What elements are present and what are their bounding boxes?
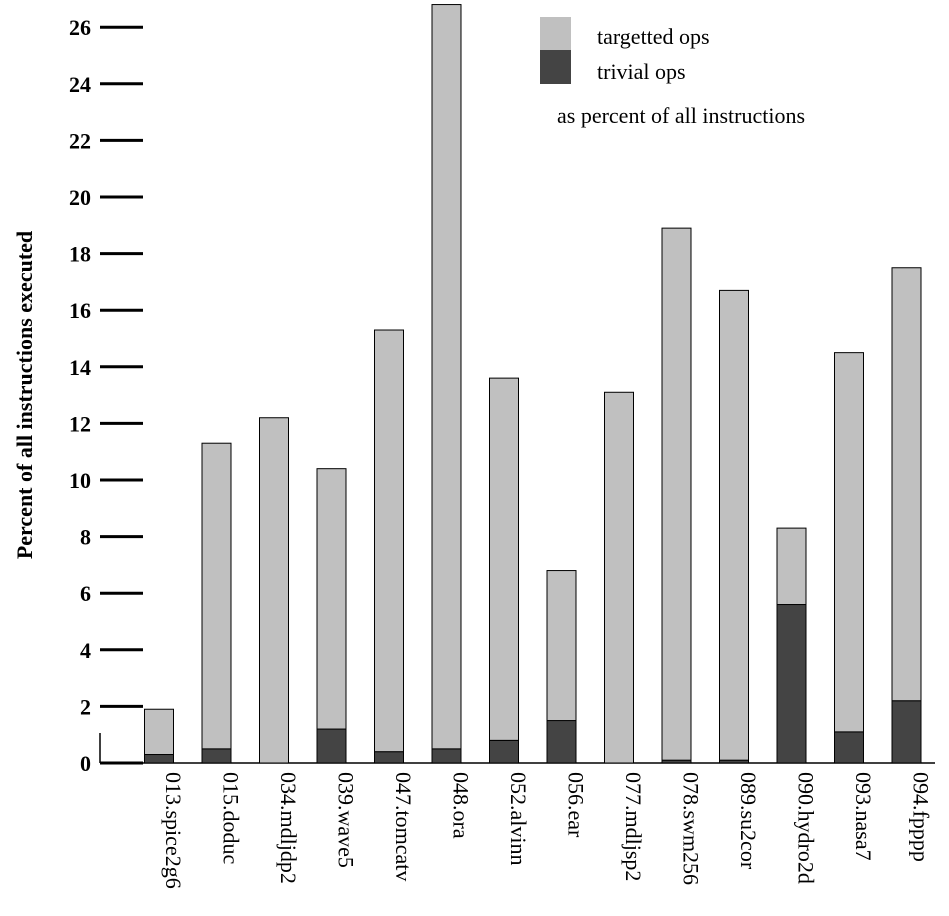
y-tick-label: 20 [69,185,91,210]
y-tick-label: 12 [69,411,91,436]
legend-note: as percent of all instructions [557,103,805,128]
y-tick-label: 10 [69,468,91,493]
bar-segment [489,377,519,741]
bar-segment [546,570,577,722]
bar-segment [891,267,922,702]
bar-segment [891,700,922,764]
x-tick-label: 093.nasa7 [851,772,876,861]
x-tick-label: 013.spice2g6 [161,772,186,889]
bar-segment [201,748,232,764]
y-tick-label: 8 [80,525,91,550]
bar-segment [201,442,232,750]
legend-swatch-targetted [540,17,571,50]
x-tick-label: 039.wave5 [334,772,359,868]
bar-segment [776,604,807,764]
y-tick-label: 26 [69,15,91,40]
y-tick-label: 6 [80,581,91,606]
bar-segment [374,329,404,753]
y-tick-label: 22 [69,128,91,153]
bar-segment [776,527,807,606]
x-tick-label: 052.alvinn [506,772,531,866]
bar-segment [834,731,864,764]
x-tick-label: 089.su2cor [736,772,761,870]
legend-label-targetted: targetted ops [597,24,710,49]
y-tick-label: 24 [69,72,91,97]
bar-segment [546,720,577,764]
x-tick-label: 056.ear [564,772,589,838]
bar-segment [431,748,462,764]
x-tick-label: 078.swm256 [679,772,704,885]
y-tick-label: 4 [80,638,91,663]
bar-segment [144,754,174,764]
x-tick-label: 090.hydro2d [794,772,819,884]
bars [144,4,922,764]
legend-label-trivial: trivial ops [597,59,686,84]
x-tick-label: 047.tomcatv [391,772,416,881]
bar-segment [144,708,174,756]
bar-segment [316,728,347,764]
x-tick-label: 048.ora [449,772,474,839]
y-tick-label: 18 [69,242,91,267]
bar-segment [604,391,634,764]
bar-segment [719,289,749,761]
legend: targetted ops trivial ops as percent of … [540,17,805,128]
x-tick-labels: 013.spice2g6 015.doduc 034.mdljdp2 039.wave… [161,772,934,889]
y-tick-label: 16 [69,298,91,323]
y-tick-label: 0 [80,751,91,776]
x-tick-label: 077.mdljsp2 [621,772,646,881]
y-axis-label: Percent of all instructions executed [12,231,37,559]
x-tick-label: 034.mdljdp2 [276,772,301,884]
bar-segment [661,227,692,761]
y-tick-label: 14 [69,355,91,380]
legend-swatch-trivial [540,50,571,84]
y-tick-label: 2 [80,694,91,719]
bar-segment [431,4,462,750]
x-tick-label: 094.fpppp [909,772,934,862]
bar-segment [316,468,347,730]
bar-segment [374,751,404,764]
x-tick-label: 015.doduc [219,772,244,865]
bar-segment [259,417,289,764]
bar-segment [489,739,519,764]
bar-segment [834,352,864,733]
